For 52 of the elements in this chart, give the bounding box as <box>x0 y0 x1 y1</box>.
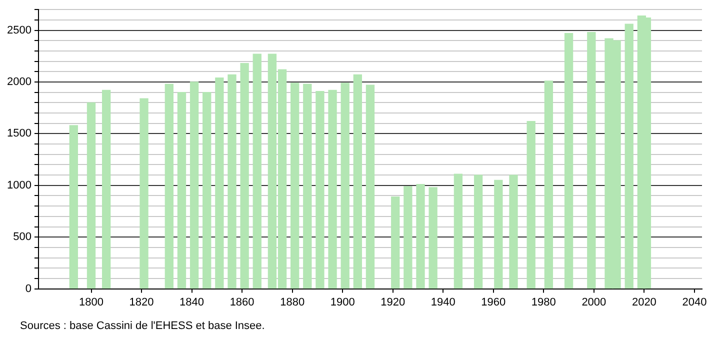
bar <box>340 82 350 289</box>
x-tick-label: 1800 <box>79 296 104 308</box>
bar <box>190 82 199 289</box>
bar <box>316 90 324 289</box>
x-tick-label: 1840 <box>180 296 204 308</box>
bar <box>494 180 503 289</box>
bar <box>353 74 362 289</box>
bar <box>624 24 634 289</box>
bar <box>228 74 236 289</box>
bar <box>252 54 262 289</box>
bar <box>454 174 463 289</box>
x-tick-label: 1820 <box>129 296 154 308</box>
bar <box>391 196 400 289</box>
y-tick-label: 0 <box>25 282 32 295</box>
x-tick-label: 1960 <box>481 296 506 308</box>
y-tick-label: 1500 <box>6 128 32 140</box>
y-tick-label: 2000 <box>6 76 32 88</box>
bar <box>69 125 78 289</box>
bar <box>86 102 96 289</box>
bar <box>164 84 174 289</box>
bar <box>240 63 249 289</box>
y-tick-label: 2500 <box>6 24 32 36</box>
bar <box>290 82 300 289</box>
bar <box>102 90 111 289</box>
bar <box>564 33 574 289</box>
bar <box>509 174 518 289</box>
y-tick-label: 500 <box>13 231 32 244</box>
bar <box>416 184 425 289</box>
bar <box>202 92 212 289</box>
bar <box>215 78 224 289</box>
source-note: Sources : base Cassini de l'EHESS et base Insee. <box>20 320 265 332</box>
x-tick-label: 1940 <box>430 296 456 308</box>
bar <box>404 186 412 289</box>
bar <box>587 32 596 289</box>
x-tick-label: 2020 <box>632 296 656 308</box>
x-tick-label: 2000 <box>582 296 606 308</box>
x-tick-label: 1900 <box>330 296 355 308</box>
bar <box>303 84 312 289</box>
x-tick-label: 2040 <box>682 296 707 308</box>
bar <box>526 120 536 289</box>
x-tick-label: 1880 <box>280 296 305 308</box>
y-tick-label: 1000 <box>6 179 32 192</box>
bar <box>140 98 148 289</box>
bar <box>366 84 375 289</box>
bar <box>474 174 483 289</box>
bar <box>177 92 186 289</box>
bar <box>544 80 554 289</box>
x-tick-label: 1860 <box>230 296 254 308</box>
x-tick-label: 1980 <box>531 296 556 308</box>
bar <box>328 90 337 289</box>
x-tick-label: 1920 <box>380 296 406 308</box>
bar <box>428 187 438 289</box>
